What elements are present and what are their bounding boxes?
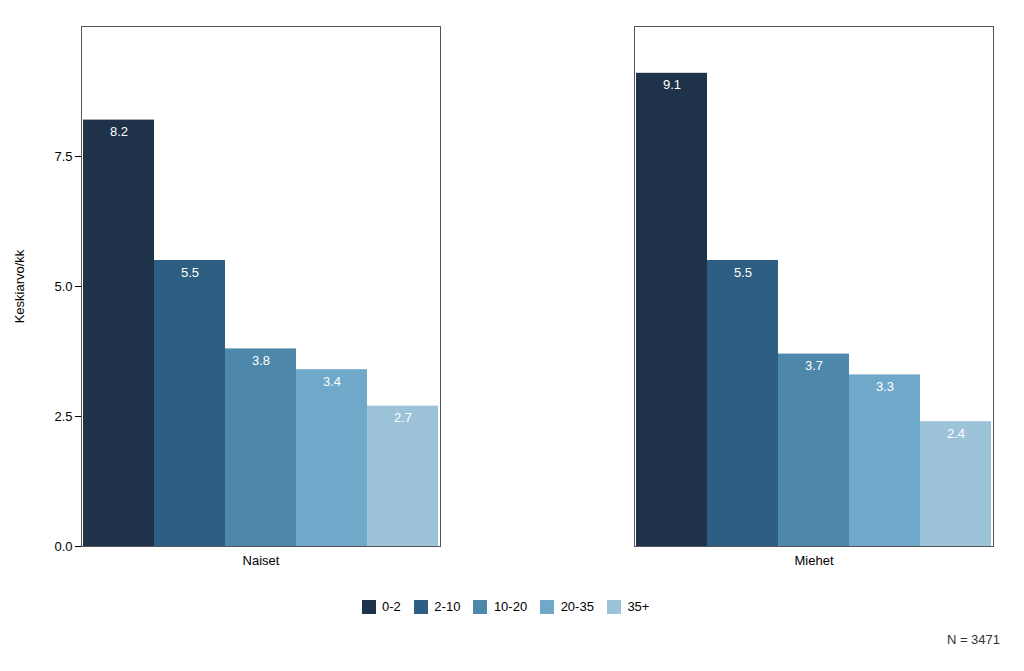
svg-text:5.5: 5.5 xyxy=(181,265,199,280)
html-text:20-35: 20-35 xyxy=(560,599,594,614)
html-text:2-10: 2-10 xyxy=(434,599,461,614)
svg-text:5.5: 5.5 xyxy=(734,265,752,280)
svg-text:9.1: 9.1 xyxy=(663,77,681,92)
html-text:10-20: 10-20 xyxy=(493,599,528,614)
svg-text:8.2: 8.2 xyxy=(110,124,128,139)
svg-text:7.5: 7.5 xyxy=(54,149,72,164)
svg-text:0.0: 0.0 xyxy=(54,539,72,554)
svg-text:2.5: 2.5 xyxy=(54,409,72,424)
svg-text:5.0: 5.0 xyxy=(54,279,72,294)
svg-text:3.7: 3.7 xyxy=(805,358,823,373)
svg-text:2.4: 2.4 xyxy=(947,426,965,441)
html-text:N = 3471: N = 3471 xyxy=(946,631,1000,647)
svg-text:Miehet: Miehet xyxy=(794,553,833,568)
svg-text:2.7: 2.7 xyxy=(394,410,412,425)
svg-text:Naiset: Naiset xyxy=(243,553,280,568)
svg-text:3.4: 3.4 xyxy=(323,374,341,389)
html-text:35+: 35+ xyxy=(627,599,650,614)
svg-text:3.3: 3.3 xyxy=(876,379,894,394)
svg-text:3.8: 3.8 xyxy=(252,353,270,368)
html-text:0-2: 0-2 xyxy=(382,599,401,614)
svg-text:Keskiarvo/kk: Keskiarvo/kk xyxy=(12,249,27,323)
